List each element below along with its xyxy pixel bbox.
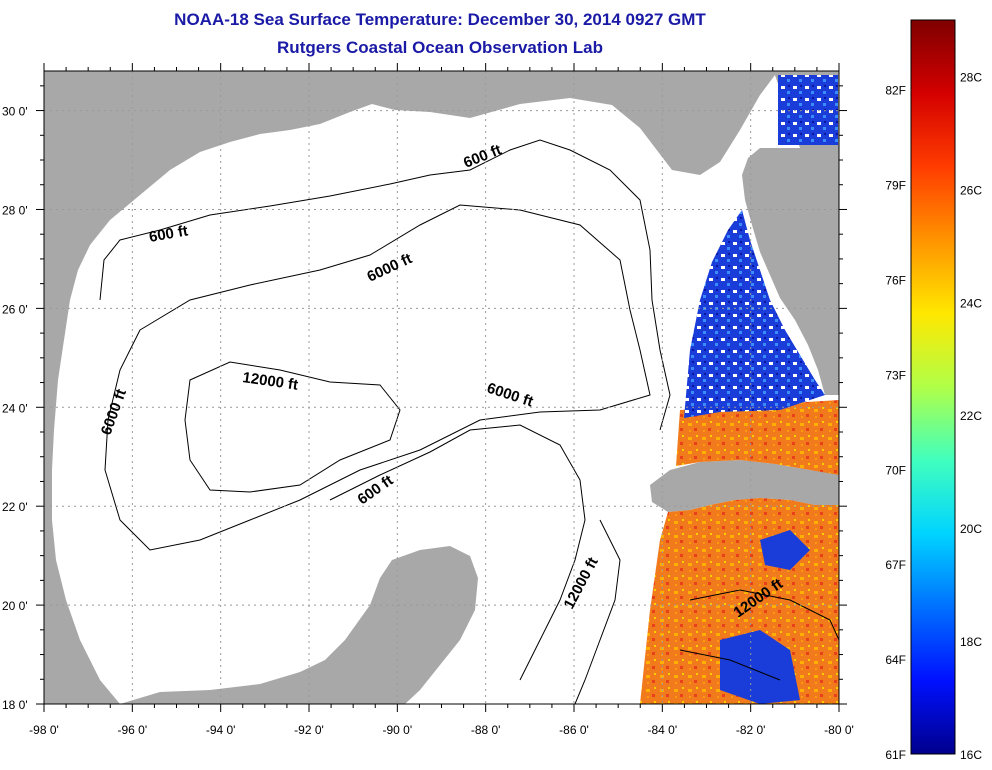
contour-12000-abyss xyxy=(184,361,401,493)
lon-tick-label: -80 0' xyxy=(824,723,854,737)
colorbar-f-label: 82F xyxy=(885,84,906,98)
colorbar-f-label: 79F xyxy=(885,179,906,193)
contour-600-yucatan xyxy=(329,424,586,681)
sst-swath-warm xyxy=(676,400,839,475)
lat-tick-label: 30 0' xyxy=(2,105,28,119)
contour-600-north xyxy=(99,139,671,431)
contour-6000-ring xyxy=(104,204,651,551)
colorbar-f-label: 61F xyxy=(885,748,906,762)
land-yucatan xyxy=(120,546,478,704)
sst-cool-patch-b xyxy=(760,530,810,570)
sst-swath-cool xyxy=(684,210,825,418)
map-subtitle: Rutgers Coastal Ocean Observation Lab xyxy=(277,38,603,57)
colorbar-c-label: 28C xyxy=(960,70,982,84)
sst-swath-cool-north xyxy=(778,75,838,145)
colorbar-fahrenheit-labels: 82F 79F 76F 73F 70F 67F 64F 61F xyxy=(885,84,906,762)
contour-label-600-b: 600 ft xyxy=(148,222,190,246)
lat-tick-label: 22 0' xyxy=(2,500,28,514)
colorbar-f-label: 76F xyxy=(885,273,906,287)
lon-tick-label: -86 0' xyxy=(559,723,589,737)
lat-tick-label: 18 0' xyxy=(2,698,28,712)
land-florida xyxy=(742,148,839,395)
lon-tick-label: -92 0' xyxy=(294,723,324,737)
lon-tick-label: -96 0' xyxy=(118,723,148,737)
lon-tick-label: -90 0' xyxy=(383,723,413,737)
graticule xyxy=(44,71,839,704)
colorbar-c-label: 20C xyxy=(960,522,982,536)
lat-tick-label: 26 0' xyxy=(2,302,28,316)
contour-12000-straits xyxy=(574,519,621,704)
lon-tick-label: -88 0' xyxy=(471,723,501,737)
colorbar-f-label: 64F xyxy=(885,653,906,667)
colorbar-c-label: 24C xyxy=(960,296,982,310)
lat-tick-label: 24 0' xyxy=(2,401,28,415)
colorbar xyxy=(910,19,956,755)
contour-12000-caribbean xyxy=(679,589,839,681)
lon-tick-label: -98 0' xyxy=(29,723,59,737)
lon-tick-label: -94 0' xyxy=(206,723,236,737)
lat-tick-label: 20 0' xyxy=(2,599,28,613)
lat-tick-label: 28 0' xyxy=(2,203,28,217)
lon-tick-label: -84 0' xyxy=(648,723,678,737)
colorbar-celsius-labels: 28C 26C 24C 22C 20C 18C 16C xyxy=(960,70,982,762)
colorbar-c-label: 16C xyxy=(960,748,982,762)
longitude-axis: -98 0' -96 0' -94 0' -92 0' -90 0' -88 0' -86 … xyxy=(29,723,854,737)
colorbar-f-label: 67F xyxy=(885,558,906,572)
land-cuba xyxy=(650,460,839,512)
colorbar-c-label: 18C xyxy=(960,635,982,649)
colorbar-c-label: 26C xyxy=(960,183,982,197)
latitude-axis: 30 0' 28 0' 26 0' 24 0' 22 0' 20 0' 18 0' xyxy=(2,105,28,712)
colorbar-f-label: 73F xyxy=(885,368,906,382)
lon-tick-label: -82 0' xyxy=(736,723,766,737)
map-title: NOAA-18 Sea Surface Temperature: Decembe… xyxy=(174,10,706,29)
axis-ticks xyxy=(36,63,847,712)
colorbar-c-label: 22C xyxy=(960,409,982,423)
sst-cool-patch-a xyxy=(720,630,800,704)
land-us-coast xyxy=(44,71,839,704)
colorbar-f-label: 70F xyxy=(885,463,906,477)
